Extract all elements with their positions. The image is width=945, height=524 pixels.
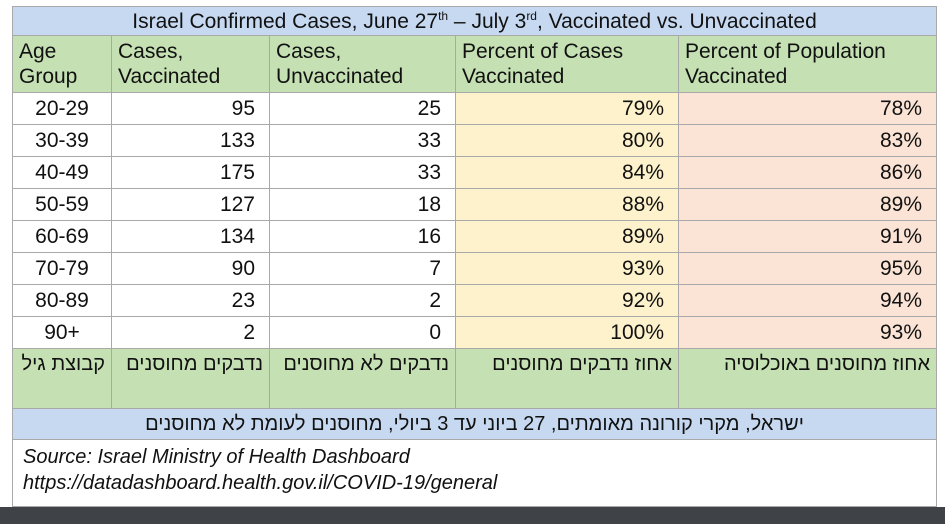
percent-population-vaccinated-cell: 78%: [677, 92, 938, 125]
header-cases-unvaccinated: Cases, Unvaccinated: [269, 35, 456, 93]
percent-population-vaccinated-cell: 86%: [677, 156, 938, 189]
hebrew-title: ישראל, מקרי קורונה מאומתים, 27 ביוני עד …: [11, 408, 938, 440]
source-url: https://datadashboard.health.gov.il/COVI…: [23, 472, 498, 494]
hebrew-header-cases-vaccinated: נדבקים מחוסנים: [111, 348, 270, 409]
age-group-cell: 50-59: [12, 188, 112, 221]
percent-cases-vaccinated-cell: 80%: [455, 124, 679, 157]
hebrew-header-row: קבוצת גיל נדבקים מחוסנים נדבקים לא מחוסנ…: [12, 348, 938, 409]
title-row: Israel Confirmed Cases, June 27th – July…: [11, 6, 938, 36]
cases-vaccinated-cell: 134: [111, 220, 270, 253]
hebrew-header-percent-cases-vaccinated: אחוז נדבקים מחוסנים: [455, 348, 679, 409]
percent-population-vaccinated-cell: 94%: [677, 284, 938, 317]
percent-population-vaccinated-cell: 89%: [677, 188, 938, 221]
cases-unvaccinated-cell: 0: [269, 316, 456, 349]
age-group-cell: 90+: [12, 316, 112, 349]
cases-vaccinated-cell: 127: [111, 188, 270, 221]
percent-population-vaccinated-cell: 83%: [677, 124, 938, 157]
percent-cases-vaccinated-cell: 84%: [455, 156, 679, 189]
hebrew-header-age-group: קבוצת גיל: [12, 348, 112, 409]
table-row: 60-69 134 16 89% 91%: [12, 220, 938, 253]
age-group-cell: 40-49: [12, 156, 112, 189]
cases-unvaccinated-cell: 33: [269, 156, 456, 189]
table-row: 90+ 2 0 100% 93%: [12, 316, 938, 349]
cases-unvaccinated-cell: 18: [269, 188, 456, 221]
header-percent-cases-vaccinated: Percent of Cases Vaccinated: [455, 35, 679, 93]
table-row: 80-89 23 2 92% 94%: [12, 284, 938, 317]
cases-vaccinated-cell: 2: [111, 316, 270, 349]
cases-table: Israel Confirmed Cases, June 27th – July…: [11, 6, 938, 507]
bottom-bar: [0, 507, 945, 524]
cases-unvaccinated-cell: 16: [269, 220, 456, 253]
percent-cases-vaccinated-cell: 92%: [455, 284, 679, 317]
cases-vaccinated-cell: 95: [111, 92, 270, 125]
percent-cases-vaccinated-cell: 88%: [455, 188, 679, 221]
cases-vaccinated-cell: 90: [111, 252, 270, 285]
age-group-cell: 70-79: [12, 252, 112, 285]
cases-unvaccinated-cell: 25: [269, 92, 456, 125]
percent-population-vaccinated-cell: 95%: [677, 252, 938, 285]
percent-population-vaccinated-cell: 93%: [677, 316, 938, 349]
percent-cases-vaccinated-cell: 100%: [455, 316, 679, 349]
percent-cases-vaccinated-cell: 89%: [455, 220, 679, 253]
table-title: Israel Confirmed Cases, June 27th – July…: [11, 6, 938, 36]
hebrew-title-row: ישראל, מקרי קורונה מאומתים, 27 ביוני עד …: [11, 408, 938, 440]
source-text: Source: Israel Ministry of Health Dashbo…: [23, 446, 410, 468]
table-row: 40-49 175 33 84% 86%: [12, 156, 938, 189]
source-row: Source: Israel Ministry of Health Dashbo…: [11, 439, 938, 507]
cases-unvaccinated-cell: 33: [269, 124, 456, 157]
table-row: 70-79 90 7 93% 95%: [12, 252, 938, 285]
percent-cases-vaccinated-cell: 93%: [455, 252, 679, 285]
table-row: 30-39 133 33 80% 83%: [12, 124, 938, 157]
percent-cases-vaccinated-cell: 79%: [455, 92, 679, 125]
header-cases-vaccinated: Cases, Vaccinated: [111, 35, 270, 93]
header-age-group: Age Group: [12, 35, 112, 93]
percent-population-vaccinated-cell: 91%: [677, 220, 938, 253]
hebrew-header-percent-population-vaccinated: אחוז מחוסנים באוכלוסיה: [677, 348, 938, 409]
age-group-cell: 60-69: [12, 220, 112, 253]
cases-unvaccinated-cell: 2: [269, 284, 456, 317]
source-note: Source: Israel Ministry of Health Dashbo…: [11, 439, 938, 507]
age-group-cell: 20-29: [12, 92, 112, 125]
cases-vaccinated-cell: 175: [111, 156, 270, 189]
cases-vaccinated-cell: 133: [111, 124, 270, 157]
cases-vaccinated-cell: 23: [111, 284, 270, 317]
header-row: Age Group Cases, Vaccinated Cases, Unvaccin…: [12, 35, 938, 93]
cases-unvaccinated-cell: 7: [269, 252, 456, 285]
table-row: 50-59 127 18 88% 89%: [12, 188, 938, 221]
header-percent-population-vaccinated: Percent of Population Vaccinated: [677, 35, 938, 93]
table-sheet: Israel Confirmed Cases, June 27th – July…: [0, 0, 945, 507]
table-row: 20-29 95 25 79% 78%: [12, 92, 938, 125]
age-group-cell: 30-39: [12, 124, 112, 157]
hebrew-header-cases-unvaccinated: נדבקים לא מחוסנים: [269, 348, 456, 409]
age-group-cell: 80-89: [12, 284, 112, 317]
